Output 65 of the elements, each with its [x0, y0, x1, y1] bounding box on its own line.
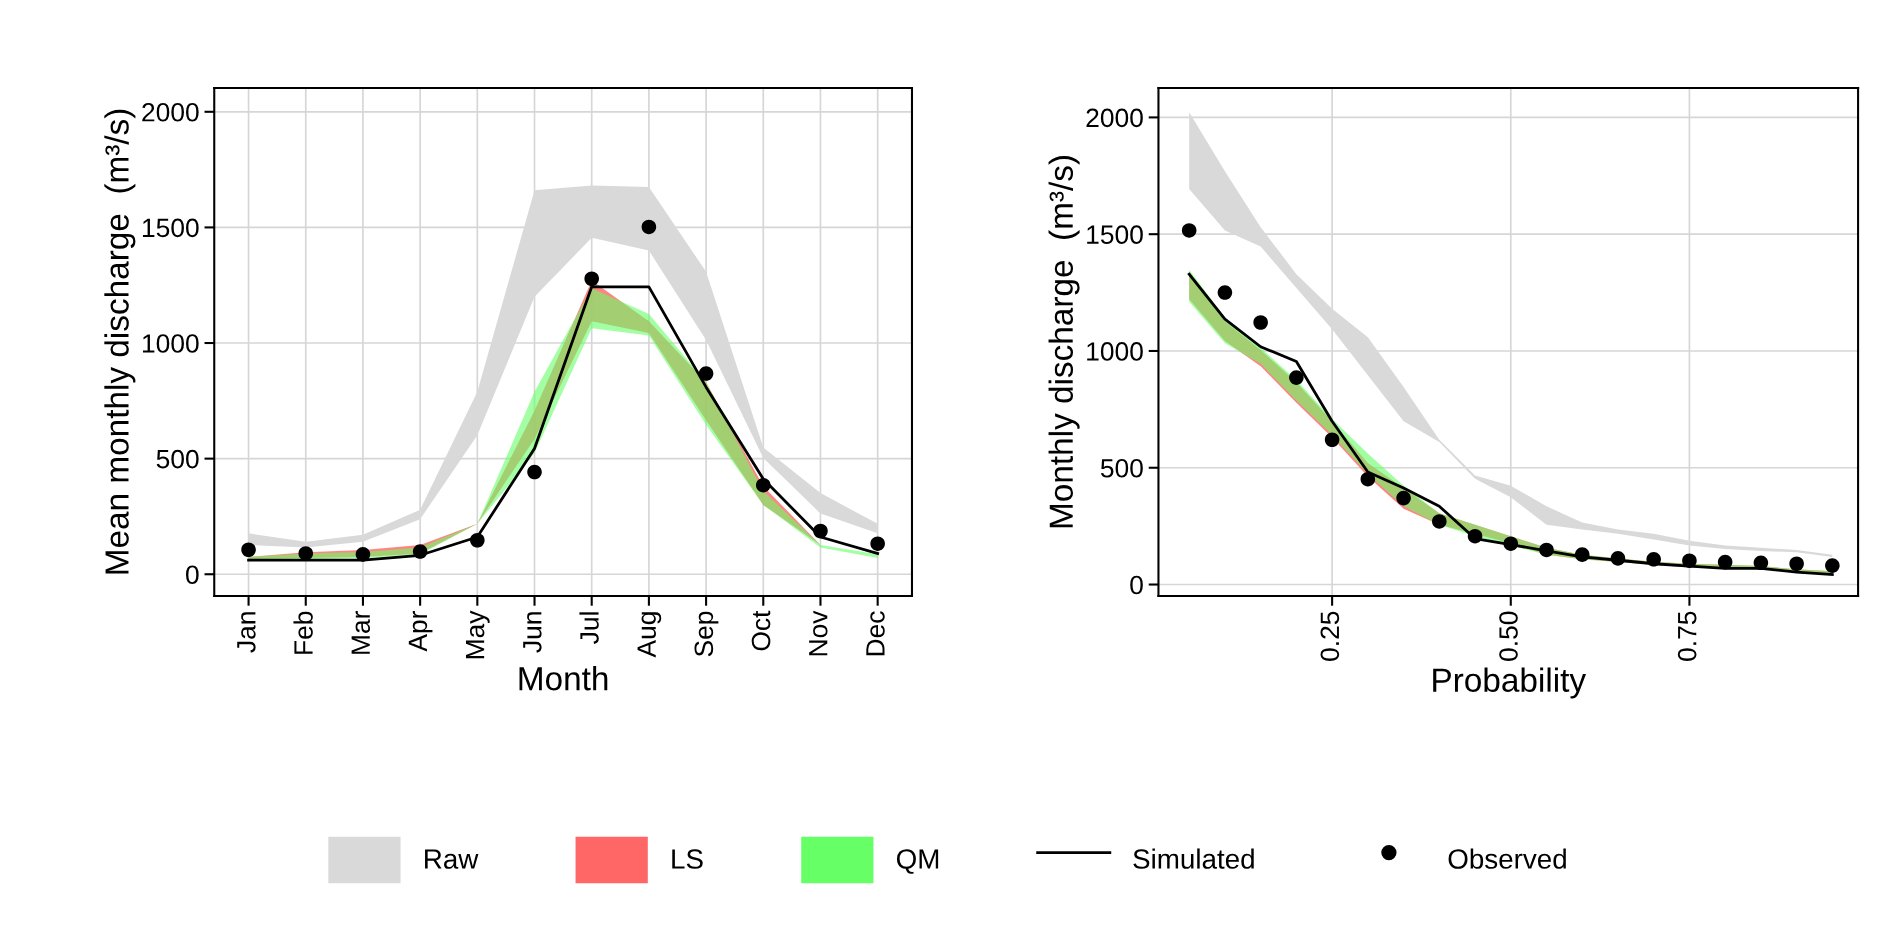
point [813, 523, 828, 539]
point [241, 542, 256, 558]
point [1539, 542, 1554, 558]
y-tick-label: 500 [156, 449, 199, 469]
point [298, 546, 314, 561]
point [698, 366, 714, 381]
y-tick-label: 2000 [142, 102, 199, 122]
point [641, 219, 657, 235]
x-tick-label: 0.75 [1677, 611, 1697, 661]
y-tick-label: 1000 [1087, 342, 1143, 361]
point [1432, 514, 1447, 529]
y-tick-label: 2000 [1086, 108, 1143, 128]
point [1360, 471, 1376, 487]
x-tick-label: Oct [751, 610, 771, 651]
point [1789, 556, 1804, 572]
y-tick-label: 500 [1100, 458, 1143, 478]
x-tick-label: Nov [809, 610, 828, 656]
point [1467, 528, 1483, 544]
x-tick-label: Dec [866, 611, 885, 656]
legend-label: Simulated [1133, 848, 1254, 869]
legend-label: LS [672, 849, 703, 869]
y-tick-label: 0 [1130, 575, 1143, 595]
point [1646, 552, 1661, 567]
point [1574, 547, 1590, 562]
x-tick-label: Apr [408, 611, 433, 652]
x-tick-label: Jul [579, 612, 599, 644]
point [1324, 432, 1340, 448]
y-tick-label: 1500 [1087, 225, 1143, 245]
point [1753, 555, 1769, 571]
point [527, 464, 542, 480]
y-tick-label: 1500 [142, 218, 199, 238]
point [470, 532, 485, 548]
y-axis-title: Monthly discharge (m³/s) [1048, 156, 1080, 528]
x-tick-label: 0.25 [1320, 611, 1340, 661]
point [1825, 558, 1840, 573]
legend-label: Observed [1448, 848, 1566, 869]
point [1503, 536, 1519, 551]
x-tick-label: Jan [237, 612, 256, 653]
point [412, 544, 428, 559]
y-tick-label: 1000 [142, 334, 199, 353]
x-tick-label: Jun [523, 612, 542, 653]
legend-label: QM [896, 849, 939, 874]
point [1217, 285, 1233, 300]
x-tick-label: Mar [351, 611, 371, 654]
x-tick-label: May [466, 610, 490, 659]
point [1181, 223, 1197, 238]
point [1289, 370, 1304, 385]
x-axis-title: Probability [1433, 667, 1587, 699]
x-tick-label: Feb [293, 611, 313, 654]
point [1253, 315, 1268, 330]
point [584, 271, 599, 287]
x-axis-title: Month [519, 665, 608, 691]
y-tick-label: 0 [186, 565, 199, 585]
point [355, 547, 371, 562]
x-tick-label: Aug [637, 612, 662, 658]
legend-label: Raw [425, 849, 479, 869]
x-tick-label: Sep [694, 611, 719, 657]
point [870, 536, 885, 552]
point [1717, 554, 1733, 570]
point [1682, 553, 1697, 568]
x-tick-label: 0.50 [1499, 611, 1518, 661]
y-axis-title: Mean monthly discharge (m³/s) [104, 109, 136, 574]
point [1610, 551, 1626, 566]
point [1396, 490, 1411, 506]
point [756, 477, 771, 493]
